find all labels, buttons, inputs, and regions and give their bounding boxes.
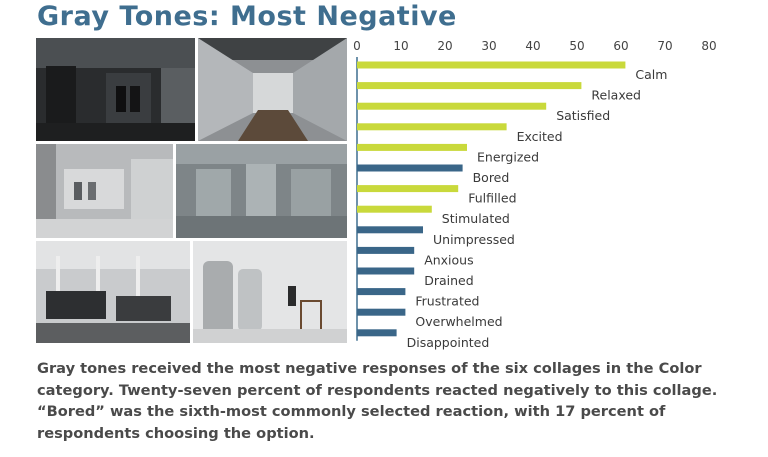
x-tick-label: 50 <box>569 39 584 53</box>
bar-energized <box>357 143 467 151</box>
bar-fulfilled <box>357 185 459 193</box>
bar-anxious <box>357 246 415 254</box>
page-title: Gray Tones: Most Negative <box>37 1 457 32</box>
category-label: Satisfied <box>556 108 610 123</box>
bar-overwhelmed <box>357 308 406 316</box>
bar-stimulated <box>357 205 432 213</box>
category-label: Stimulated <box>442 211 510 226</box>
category-label: Calm <box>635 67 667 82</box>
x-tick-label: 30 <box>481 39 496 53</box>
category-label: Energized <box>477 149 539 164</box>
category-label: Bored <box>473 170 510 185</box>
bar-excited <box>357 123 507 131</box>
bar-frustrated <box>357 288 406 296</box>
x-tick-label: 20 <box>437 39 452 53</box>
store-interior-photo-6 <box>193 241 347 343</box>
category-label: Fulfilled <box>468 191 516 206</box>
bar-bored <box>357 164 463 172</box>
store-interior-photo-5 <box>36 241 190 343</box>
x-tick-label: 60 <box>613 39 628 53</box>
x-tick-label: 40 <box>525 39 540 53</box>
category-label: Relaxed <box>591 88 641 103</box>
bar-satisfied <box>357 102 547 110</box>
bar-disappointed <box>357 329 397 337</box>
bar-drained <box>357 267 415 275</box>
store-interior-photo-4 <box>176 144 347 238</box>
reaction-bar-chart: 0 10 20 30 40 50 60 70 80 Calm Relaxed Satisfied Ex… <box>353 39 716 350</box>
store-interior-photo-2 <box>198 38 347 141</box>
category-label: Anxious <box>424 252 473 267</box>
store-interior-photo-1 <box>36 38 195 141</box>
x-tick-label: 0 <box>353 39 361 53</box>
x-tick-label: 70 <box>657 39 672 53</box>
category-label: Unimpressed <box>433 232 515 247</box>
category-label: Frustrated <box>415 294 479 309</box>
photo-collage <box>36 38 347 343</box>
bar-unimpressed <box>357 226 423 234</box>
x-tick-label: 10 <box>393 39 408 53</box>
caption-text: Gray tones received the most negative re… <box>37 360 718 442</box>
category-label: Overwhelmed <box>415 314 502 329</box>
bar-relaxed <box>357 82 582 90</box>
category-label: Excited <box>517 129 563 144</box>
store-interior-photo-3 <box>36 144 173 238</box>
category-label: Drained <box>424 273 473 288</box>
category-label: Disappointed <box>407 335 490 350</box>
x-tick-label: 80 <box>701 39 716 53</box>
bar-calm <box>357 61 626 69</box>
